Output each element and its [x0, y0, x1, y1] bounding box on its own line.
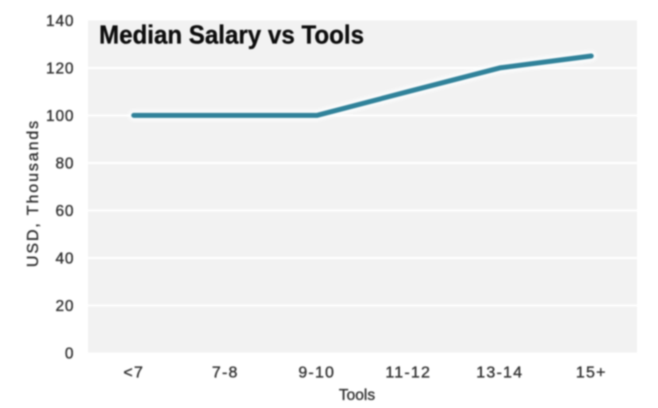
svg-text:100: 100: [46, 108, 74, 125]
svg-text:80: 80: [55, 156, 74, 173]
svg-text:Tools: Tools: [339, 387, 375, 404]
svg-text:<7: <7: [123, 365, 144, 382]
svg-text:15+: 15+: [576, 365, 607, 382]
svg-text:11-12: 11-12: [385, 365, 431, 382]
svg-text:USD, Thousands: USD, Thousands: [25, 119, 42, 267]
svg-text:13-14: 13-14: [476, 365, 523, 382]
svg-text:9-10: 9-10: [298, 365, 335, 382]
svg-text:7-8: 7-8: [212, 365, 239, 382]
svg-text:20: 20: [55, 298, 74, 315]
svg-text:Median Salary vs Tools: Median Salary vs Tools: [99, 20, 364, 50]
svg-text:140: 140: [46, 13, 74, 30]
svg-text:0: 0: [65, 346, 74, 363]
svg-text:40: 40: [55, 251, 74, 268]
svg-text:60: 60: [55, 203, 74, 220]
svg-text:120: 120: [46, 61, 74, 78]
